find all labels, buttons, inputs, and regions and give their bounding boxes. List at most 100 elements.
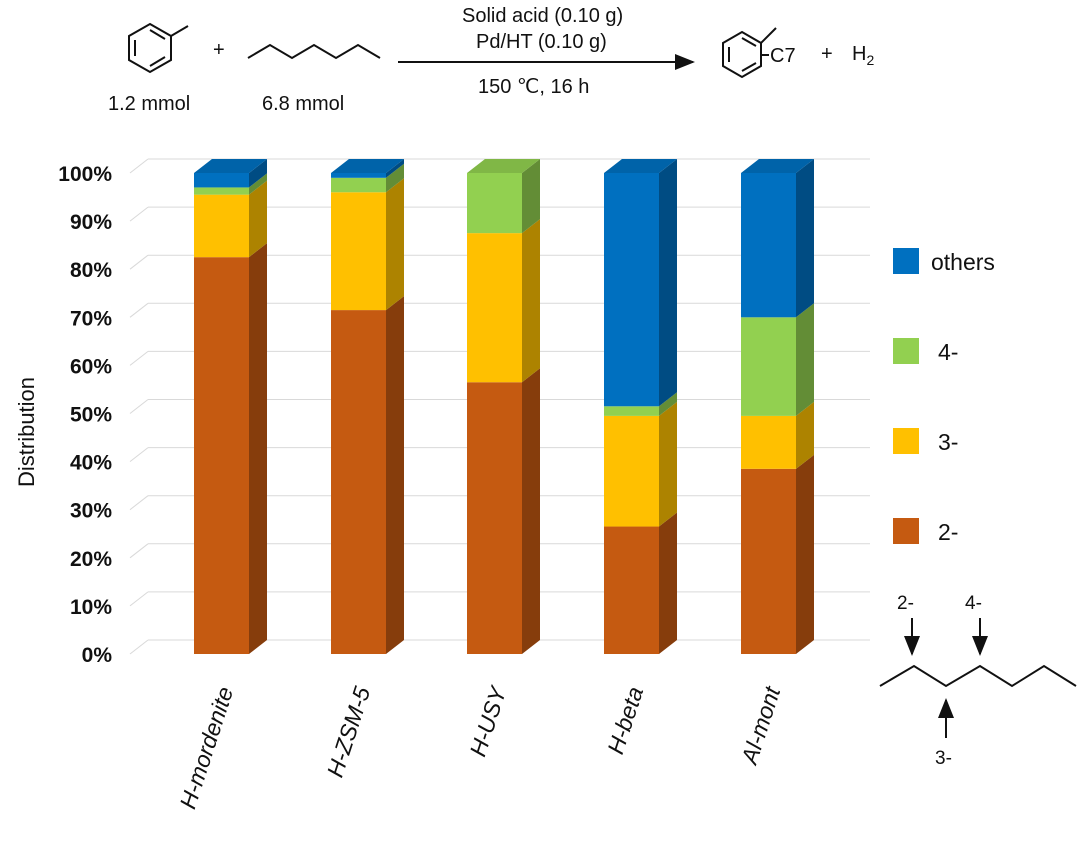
bar-segment-3- (604, 401, 677, 527)
grid-diagonal (129, 254, 149, 270)
bar-side (386, 296, 404, 654)
grid-diagonal (129, 399, 149, 414)
y-tick-label: 70% (70, 307, 112, 330)
grid-diagonal (129, 543, 149, 559)
grid-diagonal (129, 447, 149, 462)
toluene-structure-icon (128, 22, 189, 74)
bar-segment-2- (331, 296, 404, 654)
bar-side (522, 219, 540, 383)
legend-label: 4- (938, 339, 958, 365)
grid-diagonal (129, 158, 149, 174)
grid-diagonal (129, 302, 149, 318)
bar-front (741, 317, 796, 416)
x-category-label: H-ZSM-5 (322, 683, 376, 780)
legend-swatch (893, 248, 919, 274)
y-tick-label: 30% (70, 500, 112, 523)
y-tick-label: 0% (82, 644, 113, 667)
heptane-amount: 6.8 mmol (262, 93, 344, 115)
bar-segment-3- (741, 401, 814, 469)
grid-diagonal (129, 206, 149, 222)
grid-diagonal (129, 591, 149, 607)
grid-diagonal (129, 495, 149, 511)
bar-segment-3- (194, 180, 267, 258)
y-axis-ticks: 0% 10% 20% 30% 40% 50% 60% 70% 80% 90% 100% (58, 163, 112, 667)
condition-solid-acid: Solid acid (0.10 g) (462, 5, 623, 27)
bar-side (796, 303, 814, 416)
bars (194, 159, 814, 655)
position-2-label: 2- (897, 593, 914, 614)
bar-front (467, 382, 522, 654)
legend-swatch (893, 428, 919, 454)
bar-segment-others (604, 159, 677, 407)
bar-front (467, 233, 522, 383)
toluene-amount: 1.2 mmol (108, 93, 190, 115)
x-category-label: H-mordenite (174, 684, 238, 812)
bar-segment-4- (331, 163, 404, 193)
bar-front (331, 177, 386, 193)
bar-side (796, 454, 814, 654)
heptane-structure-icon (247, 43, 381, 60)
bar-side (249, 180, 267, 258)
bar-front (331, 173, 386, 178)
bar-segment-4- (194, 173, 267, 195)
grid-diagonal (129, 639, 149, 655)
condition-temperature-time: 150 ℃, 16 h (478, 76, 589, 98)
bar-side (659, 159, 677, 407)
bar-top (467, 159, 540, 173)
grid-diagonal (129, 351, 149, 366)
reaction-plus-1: + (213, 39, 225, 61)
bar-front (604, 415, 659, 527)
position-3-label: 3- (935, 748, 952, 769)
bar-segment-2- (467, 368, 540, 654)
x-category-label: H-beta (602, 684, 648, 758)
bar-segment-4- (467, 159, 540, 234)
bar-front (467, 173, 522, 234)
bar-segment-others (331, 159, 404, 178)
y-tick-label: 80% (70, 259, 112, 282)
bar-front (331, 310, 386, 654)
bar-side (659, 392, 677, 416)
legend-label: 3- (938, 429, 958, 455)
hydrogen-product: H2 (852, 43, 874, 68)
condition-catalyst: Pd/HT (0.10 g) (476, 31, 607, 53)
legend-swatch (893, 338, 919, 364)
bar-side (386, 178, 404, 311)
y-tick-label: 100% (58, 163, 112, 186)
position-diagram: 2- 4- 3- (879, 593, 1077, 769)
y-axis-label: Distribution (14, 377, 39, 487)
bar-segment-others (194, 159, 267, 188)
y-tick-label: 90% (70, 211, 112, 234)
bar-side (249, 159, 267, 188)
reaction-plus-2: + (821, 43, 833, 65)
bar-top (741, 159, 814, 173)
x-axis-categories: H-mordenite H-ZSM-5 H-USY H-beta Al-mont (174, 682, 785, 812)
bar-side (796, 159, 814, 318)
legend-label: others (931, 249, 995, 275)
bar-segment-4- (741, 303, 814, 416)
bar-front (741, 173, 796, 318)
bar-front (604, 406, 659, 416)
bar-side (522, 368, 540, 654)
position-4-label: 4- (965, 593, 982, 614)
y-tick-label: 10% (70, 596, 112, 619)
bar-segment-others (741, 159, 814, 318)
x-category-label: Al-mont (735, 682, 785, 769)
bar-side (522, 159, 540, 234)
bar-front (331, 192, 386, 311)
x-category-label: H-USY (464, 682, 511, 760)
y-tick-label: 40% (70, 452, 112, 475)
bar-segment-2- (741, 454, 814, 654)
product-structure-icon (722, 27, 777, 79)
bar-top (604, 159, 677, 173)
legend: others 4- 3- 2- (893, 248, 995, 545)
bar-side (659, 401, 677, 527)
legend-swatch (893, 518, 919, 544)
bar-top (331, 159, 404, 173)
bar-segment-2- (194, 243, 267, 655)
bar-front (194, 194, 249, 258)
bar-side (659, 512, 677, 654)
reaction-scheme: 1.2 mmol + 6.8 mmol Solid acid (0.10 g) … (108, 5, 874, 115)
bar-front (741, 468, 796, 654)
chart: 0% 10% 20% 30% 40% 50% 60% 70% 80% 90% 100% Distri… (14, 158, 995, 812)
bar-segment-4- (604, 392, 677, 416)
